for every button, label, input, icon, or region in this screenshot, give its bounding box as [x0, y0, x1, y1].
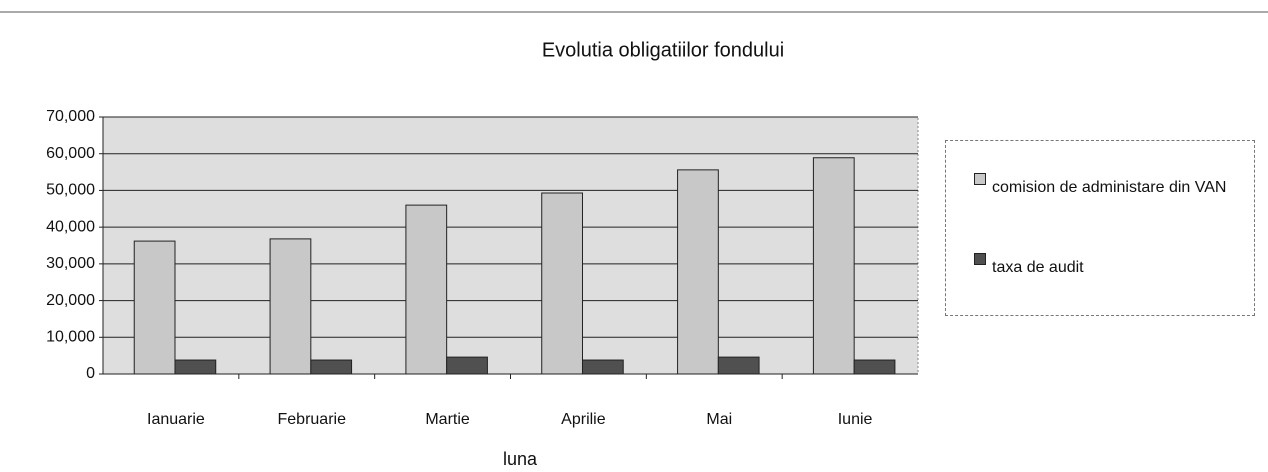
y-tick-label: 20,000	[46, 292, 95, 309]
bar	[812, 157, 855, 375]
bar	[310, 359, 353, 375]
bar	[269, 238, 312, 375]
y-tick-label: 30,000	[46, 255, 95, 272]
legend-item: comision de administare din VAN	[974, 173, 1242, 199]
bar	[853, 359, 896, 375]
chart-title: Evolutia obligatiilor fondului	[542, 39, 784, 61]
legend-label: comision de administare din VAN	[992, 179, 1227, 196]
y-tick-label: 70,000	[46, 108, 95, 125]
bar	[446, 356, 488, 375]
y-tick-label: 40,000	[46, 218, 95, 235]
x-tick-label: Februarie	[278, 411, 347, 428]
legend-swatch	[974, 253, 986, 265]
bar	[581, 359, 624, 375]
legend-label: taxa de audit	[992, 259, 1084, 276]
legend-swatch	[974, 173, 986, 185]
bar	[717, 356, 760, 375]
bar	[677, 169, 719, 375]
bar	[133, 240, 176, 375]
x-tick-label: Aprilie	[561, 411, 606, 428]
legend-item: taxa de audit	[974, 253, 1242, 279]
legend: comision de administare din VAN taxa de a…	[945, 140, 1255, 316]
y-tick-label: 0	[86, 365, 95, 382]
y-tick-label: 50,000	[46, 182, 95, 199]
x-tick-label: Martie	[425, 411, 470, 428]
bar	[405, 204, 448, 375]
plot-area	[102, 116, 919, 375]
x-axis-title: luna	[503, 449, 538, 469]
bar	[174, 359, 217, 375]
y-tick-label: 10,000	[46, 329, 95, 346]
x-tick-label: Iunie	[838, 411, 873, 428]
x-tick-label: Mai	[706, 411, 732, 428]
y-tick-label: 60,000	[46, 145, 95, 162]
x-tick-label: Ianuarie	[147, 411, 205, 428]
bar	[541, 192, 583, 375]
